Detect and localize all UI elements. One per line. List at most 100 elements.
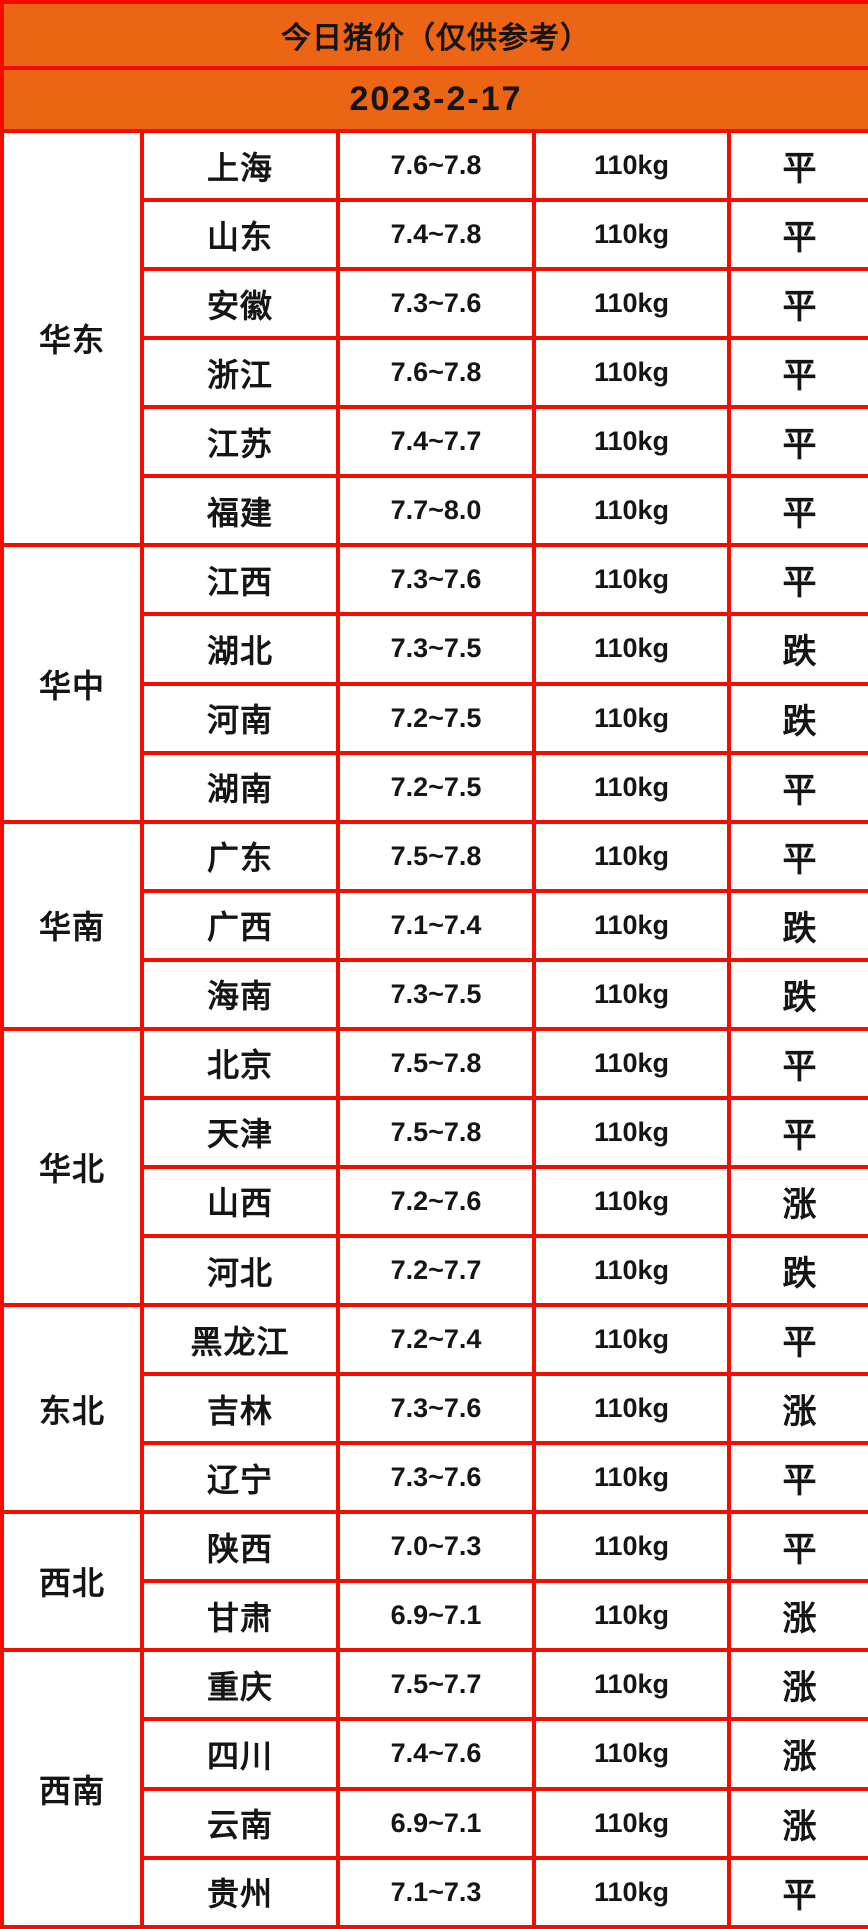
weight-cell: 110kg bbox=[532, 336, 731, 410]
province-cell: 湖北 bbox=[140, 612, 340, 686]
status-cell: 平 bbox=[726, 1303, 868, 1377]
province-cell: 江西 bbox=[140, 543, 340, 617]
price-cell: 7.6~7.8 bbox=[336, 336, 536, 410]
weight-cell: 110kg bbox=[532, 1303, 731, 1377]
province-cell: 山东 bbox=[140, 198, 340, 272]
weight-cell: 110kg bbox=[532, 405, 731, 479]
table-row: 华北 北京 7.5~7.8 110kg 平 bbox=[0, 1026, 868, 1308]
price-cell: 7.3~7.6 bbox=[336, 1441, 536, 1515]
table-row: 广西 7.1~7.4 110kg 跌 bbox=[2, 888, 868, 962]
table-row: 华南 广东 7.5~7.8 110kg 平 bbox=[0, 819, 868, 1031]
province-cell: 陕西 bbox=[140, 1510, 340, 1584]
table-row: 江苏 7.4~7.7 110kg 平 bbox=[2, 405, 868, 479]
price-cell: 7.5~7.8 bbox=[336, 819, 536, 893]
price-cell: 7.5~7.8 bbox=[336, 1026, 536, 1100]
table-row: 吉林 7.3~7.6 110kg 涨 bbox=[2, 1372, 868, 1446]
status-cell: 平 bbox=[726, 819, 868, 893]
weight-cell: 110kg bbox=[532, 681, 731, 755]
region-cell: 华东 bbox=[0, 128, 144, 548]
region-cell: 华中 bbox=[0, 543, 144, 824]
province-cell: 山西 bbox=[140, 1164, 340, 1239]
status-cell: 跌 bbox=[726, 681, 868, 755]
weight-cell: 110kg bbox=[532, 1372, 731, 1446]
status-cell: 平 bbox=[726, 1510, 868, 1584]
price-cell: 7.2~7.5 bbox=[336, 681, 536, 755]
price-cell: 7.2~7.7 bbox=[336, 1233, 536, 1308]
price-cell: 7.3~7.5 bbox=[336, 612, 536, 686]
table-row: 华东 上海 7.6~7.8 110kg 平 bbox=[0, 128, 868, 548]
province-cell: 福建 bbox=[140, 474, 340, 548]
table-row: 华中 江西 7.3~7.6 110kg 平 bbox=[0, 543, 868, 824]
weight-cell: 110kg bbox=[532, 1441, 731, 1515]
status-cell: 跌 bbox=[726, 612, 868, 686]
table-row: 云南 6.9~7.1 110kg 涨 bbox=[2, 1786, 868, 1860]
province-cell: 贵州 bbox=[140, 1855, 340, 1929]
price-cell: 7.2~7.4 bbox=[336, 1303, 536, 1377]
price-cell: 7.5~7.8 bbox=[336, 1095, 536, 1169]
table-row: 湖南 7.2~7.5 110kg 平 bbox=[2, 750, 868, 824]
region-cell: 东北 bbox=[0, 1303, 144, 1515]
price-cell: 7.0~7.3 bbox=[336, 1510, 536, 1584]
status-cell: 平 bbox=[726, 267, 868, 341]
price-cell: 6.9~7.1 bbox=[336, 1579, 536, 1653]
province-cell: 安徽 bbox=[140, 267, 340, 341]
province-cell: 北京 bbox=[140, 1026, 340, 1100]
weight-cell: 110kg bbox=[532, 543, 731, 617]
price-cell: 7.5~7.7 bbox=[336, 1648, 536, 1722]
status-cell: 平 bbox=[726, 1855, 868, 1929]
weight-cell: 110kg bbox=[532, 612, 731, 686]
table-row: 河北 7.2~7.7 110kg 跌 bbox=[2, 1233, 868, 1308]
table-row: 西北 陕西 7.0~7.3 110kg 平 bbox=[0, 1510, 868, 1653]
price-cell: 7.4~7.6 bbox=[336, 1717, 536, 1791]
weight-cell: 110kg bbox=[532, 819, 731, 893]
province-cell: 吉林 bbox=[140, 1372, 340, 1446]
province-cell: 广西 bbox=[140, 888, 340, 962]
price-cell: 7.7~8.0 bbox=[336, 474, 536, 548]
status-cell: 平 bbox=[726, 336, 868, 410]
price-cell: 7.3~7.6 bbox=[336, 267, 536, 341]
status-cell: 涨 bbox=[726, 1717, 868, 1791]
price-cell: 7.1~7.4 bbox=[336, 888, 536, 962]
price-table-body: 华东 上海 7.6~7.8 110kg 平山东 7.4~7.8 110kg 平安徽 7.3~7.… bbox=[0, 128, 868, 1929]
province-cell: 黑龙江 bbox=[140, 1303, 340, 1377]
table-row: 山东 7.4~7.8 110kg 平 bbox=[2, 198, 868, 272]
province-cell: 广东 bbox=[140, 819, 340, 893]
status-cell: 跌 bbox=[726, 1233, 868, 1308]
province-cell: 辽宁 bbox=[140, 1441, 340, 1515]
status-cell: 平 bbox=[726, 474, 868, 548]
weight-cell: 110kg bbox=[532, 1095, 731, 1169]
province-cell: 江苏 bbox=[140, 405, 340, 479]
table-row: 河南 7.2~7.5 110kg 跌 bbox=[2, 681, 868, 755]
weight-cell: 110kg bbox=[532, 750, 731, 824]
status-cell: 平 bbox=[726, 128, 868, 203]
weight-cell: 110kg bbox=[532, 888, 731, 962]
status-cell: 涨 bbox=[726, 1164, 868, 1239]
weight-cell: 110kg bbox=[532, 1579, 731, 1653]
table-row: 东北 黑龙江 7.2~7.4 110kg 平 bbox=[0, 1303, 868, 1515]
price-cell: 7.2~7.6 bbox=[336, 1164, 536, 1239]
weight-cell: 110kg bbox=[532, 267, 731, 341]
table-row: 浙江 7.6~7.8 110kg 平 bbox=[2, 336, 868, 410]
price-cell: 7.3~7.6 bbox=[336, 543, 536, 617]
status-cell: 平 bbox=[726, 1026, 868, 1100]
table-row: 湖北 7.3~7.5 110kg 跌 bbox=[2, 612, 868, 686]
status-cell: 平 bbox=[726, 1441, 868, 1515]
price-cell: 7.6~7.8 bbox=[336, 128, 536, 203]
weight-cell: 110kg bbox=[532, 198, 731, 272]
province-cell: 四川 bbox=[140, 1717, 340, 1791]
weight-cell: 110kg bbox=[532, 1510, 731, 1584]
province-cell: 甘肃 bbox=[140, 1579, 340, 1653]
price-cell: 7.3~7.5 bbox=[336, 957, 536, 1031]
province-cell: 天津 bbox=[140, 1095, 340, 1169]
date-label: 2023-2-17 bbox=[0, 66, 868, 133]
status-cell: 跌 bbox=[726, 957, 868, 1031]
status-cell: 涨 bbox=[726, 1579, 868, 1653]
region-cell: 西南 bbox=[0, 1648, 144, 1929]
province-cell: 河北 bbox=[140, 1233, 340, 1308]
region-cell: 华北 bbox=[0, 1026, 144, 1308]
weight-cell: 110kg bbox=[532, 1786, 731, 1860]
province-cell: 河南 bbox=[140, 681, 340, 755]
weight-cell: 110kg bbox=[532, 957, 731, 1031]
status-cell: 涨 bbox=[726, 1648, 868, 1722]
